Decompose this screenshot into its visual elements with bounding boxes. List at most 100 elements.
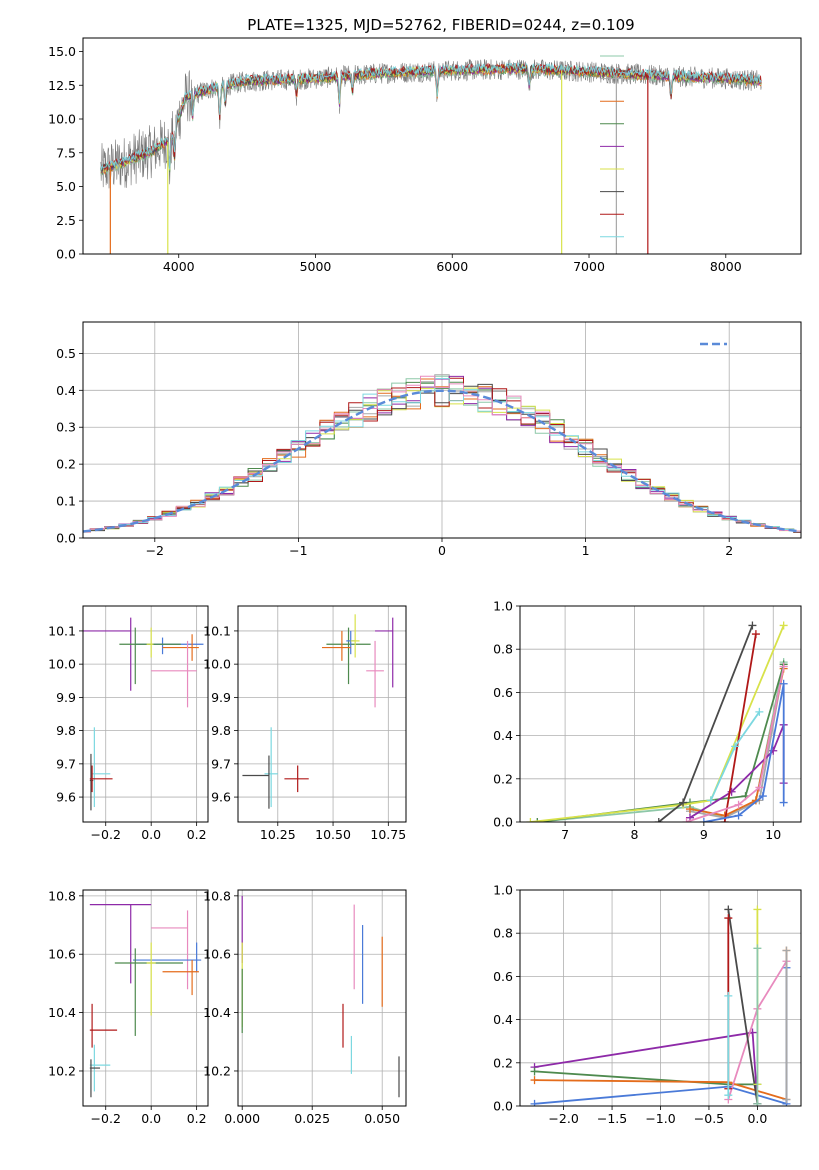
series-line <box>530 625 785 822</box>
series-marker <box>782 1095 791 1104</box>
y-tick-label: 10.4 <box>203 1005 231 1020</box>
y-tick-label: 10.6 <box>48 947 76 962</box>
x-tick-label: 1 <box>582 543 590 558</box>
legend-entry <box>600 78 624 80</box>
y-tick-label: 9.6 <box>56 790 76 805</box>
y-tick-label: 0.2 <box>493 771 513 786</box>
errorbar-point-chabrier-elodie <box>119 627 181 685</box>
axes-frame <box>82 605 209 823</box>
errorbar-point-extra-pink <box>151 640 197 708</box>
axes-frame <box>519 889 802 1107</box>
x-tick-label: 8000 <box>710 259 742 274</box>
x-tick-label: −1.0 <box>645 1111 675 1126</box>
axes-frame <box>237 605 407 823</box>
series-marker <box>526 818 535 822</box>
plot-area-mass_vs_EBV <box>241 895 400 1098</box>
y-tick-label: 9.6 <box>211 790 231 805</box>
y-tick-label: 2.5 <box>56 213 76 228</box>
axes-frame <box>237 889 407 1107</box>
x-tick-label: −0.5 <box>694 1111 724 1126</box>
panel-mass_vs_EBV: 0.000 0.025 0.050 10.2 10.4 10.6 10.8 <box>203 888 407 1126</box>
y-tick-label: 10.1 <box>203 623 231 638</box>
y-tick-label: 9.8 <box>211 723 231 738</box>
series-marker <box>758 792 767 801</box>
x-tick-label: 0.0 <box>141 827 161 842</box>
y-tick-label: 0.4 <box>56 383 76 398</box>
y-tick-label: 5.0 <box>56 179 76 194</box>
errorbar-point-kroupa-miles <box>162 634 199 661</box>
errorbar-point-extra-pink <box>151 910 189 990</box>
y-tick-label: 0.6 <box>493 685 513 700</box>
series-marker <box>779 679 788 688</box>
panel-mass_vs_Z: −0.2 0.0 0.2 10.2 10.4 10.6 10.8 <box>48 888 209 1126</box>
y-tick-label: 10.4 <box>48 1005 76 1020</box>
y-tick-label: 15.0 <box>48 44 76 59</box>
plot-area-massweight_vs_age <box>526 621 788 822</box>
series-line <box>727 909 759 1104</box>
observed-spectrum-line <box>100 59 762 189</box>
y-tick-label: 0.6 <box>493 969 513 984</box>
series-marker <box>654 818 663 822</box>
x-tick-label: 9 <box>700 827 708 842</box>
errorbar-point-chabrier-elodie <box>326 627 371 685</box>
x-tick-label: 0.0 <box>141 1111 161 1126</box>
x-tick-label: 10.50 <box>315 827 351 842</box>
x-tick-label: 0 <box>438 543 446 558</box>
axes-root: 4000 5000 6000 7000 80000.02.55.07.510.012.5… <box>48 37 802 1126</box>
x-tick-label: 5000 <box>300 259 332 274</box>
panel-residuals: −2 −1 0 1 2 0.0 0.1 0.2 0.3 0.4 0.5 <box>56 321 802 558</box>
series-marker <box>724 905 733 914</box>
series-marker <box>682 818 691 822</box>
series-marker <box>699 818 708 822</box>
y-tick-label: 10.6 <box>203 947 231 962</box>
plot-area-age_vs_Z <box>83 617 204 811</box>
series-marker <box>779 662 788 671</box>
x-tick-label: 0.0 <box>747 1111 767 1126</box>
y-tick-label: 7.5 <box>56 145 76 160</box>
series-marker <box>724 1091 733 1100</box>
panel-massweight_vs_age: 7 8 9 10 0.0 0.2 0.4 0.6 0.8 1.0 <box>493 599 802 842</box>
y-tick-label: 9.9 <box>56 690 76 705</box>
errorbar-point-kroupa-miles <box>162 960 199 996</box>
errorbar-point-extra-pink <box>366 640 384 708</box>
series-marker <box>753 905 762 914</box>
panel-age_vs_Z: −0.2 0.0 0.2 9.6 9.7 9.8 9.9 10.0 10.1 <box>48 605 209 842</box>
errorbar-point-kroupa-miles <box>322 630 351 661</box>
series-marker <box>782 946 791 955</box>
x-tick-label: −0.2 <box>91 1111 121 1126</box>
y-tick-label: 0.0 <box>493 1099 513 1114</box>
x-tick-label: 6000 <box>436 259 468 274</box>
errorbar-point-chabrier-stelib <box>242 755 270 809</box>
legend-entry <box>600 191 624 193</box>
errorbar-point-extra-blue <box>135 637 204 655</box>
series-marker <box>731 742 740 751</box>
panel-age_vs_mass: 10.25 10.50 10.75 9.6 9.7 9.8 9.9 10.0 10.1 <box>203 605 407 842</box>
series-salpeter-stelib <box>720 630 760 822</box>
x-tick-label: 10.75 <box>370 827 406 842</box>
y-tick-label: 0.3 <box>56 420 76 435</box>
series-marker <box>530 1067 539 1076</box>
y-tick-label: 0.2 <box>56 457 76 472</box>
legend-entry <box>600 55 624 57</box>
y-tick-label: 9.9 <box>211 690 231 705</box>
legend-entry <box>600 100 624 102</box>
series-marker <box>753 1099 762 1106</box>
y-tick-label: 0.0 <box>56 247 76 262</box>
y-tick-label: 0.4 <box>493 1012 513 1027</box>
x-tick-label: −1 <box>289 543 307 558</box>
y-tick-label: 10.2 <box>203 1063 231 1078</box>
y-tick-label: 10.0 <box>203 657 231 672</box>
series-line <box>658 625 754 822</box>
y-tick-label: 0.2 <box>493 1055 513 1070</box>
plot-area-mass_vs_Z <box>89 903 202 1098</box>
series-chabrier-miles <box>753 944 762 1106</box>
histogram-kroupa-elodie <box>83 387 801 532</box>
series-extra-pink <box>682 662 788 822</box>
series-extra-blue <box>699 679 788 822</box>
series-marker <box>734 811 743 820</box>
x-tick-label: 8 <box>631 827 639 842</box>
x-tick-label: 0.050 <box>364 1111 400 1126</box>
errorbar-point-extra-blue <box>133 942 202 972</box>
x-tick-label: 7 <box>561 827 569 842</box>
y-tick-label: 10.2 <box>48 1063 76 1078</box>
